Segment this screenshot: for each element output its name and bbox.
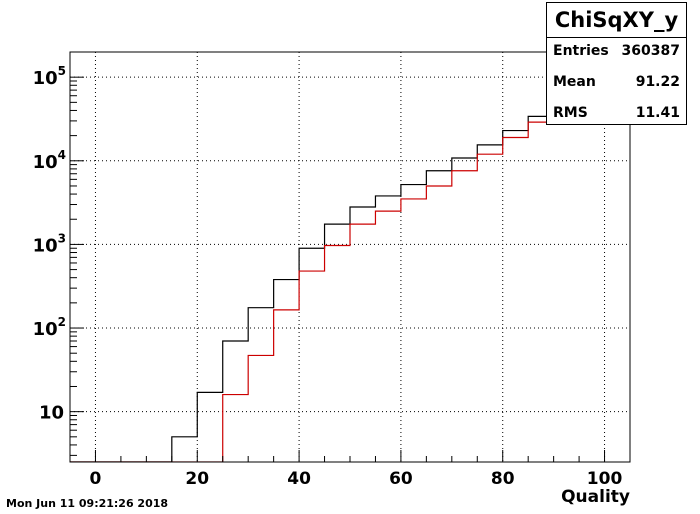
x-axis-label: Quality: [561, 487, 630, 507]
y-tick-label: 105: [33, 64, 66, 89]
y-tick-label: 103: [33, 231, 66, 256]
stats-key: RMS: [553, 105, 588, 121]
x-tick-label: 0: [90, 469, 102, 489]
x-tick-label: 60: [389, 469, 413, 489]
x-tick-label: 80: [491, 469, 515, 489]
y-tick-label: 10: [39, 403, 64, 424]
y-tick-label: 104: [33, 148, 66, 173]
stats-box: ChiSqXY_y Entries 360387 Mean 91.22 RMS …: [546, 2, 687, 125]
y-axis-ticks: 10 102 103 104 105: [33, 51, 84, 456]
stats-row-rms: RMS 11.41: [553, 102, 680, 124]
stats-row-mean: Mean 91.22: [553, 71, 680, 93]
stats-title: ChiSqXY_y: [547, 3, 686, 38]
x-tick-label: 100: [587, 469, 623, 489]
series-1-histogram: [70, 52, 555, 462]
stats-key: Mean: [553, 74, 596, 90]
x-tick-label: 40: [287, 469, 311, 489]
series-2-histogram: [70, 52, 555, 462]
stats-key: Entries: [553, 43, 609, 59]
series-layer: [70, 52, 555, 462]
x-tick-label: 20: [185, 469, 209, 489]
timestamp: Mon Jun 11 09:21:26 2018: [6, 497, 169, 510]
stats-value: 11.41: [635, 105, 680, 121]
x-axis-ticks: 0 20 40 60 80 100: [69, 450, 631, 489]
stats-value: 91.22: [635, 74, 680, 90]
stats-value: 360387: [621, 43, 680, 59]
y-tick-label: 102: [33, 315, 66, 340]
stats-row-entries: Entries 360387: [553, 40, 680, 62]
